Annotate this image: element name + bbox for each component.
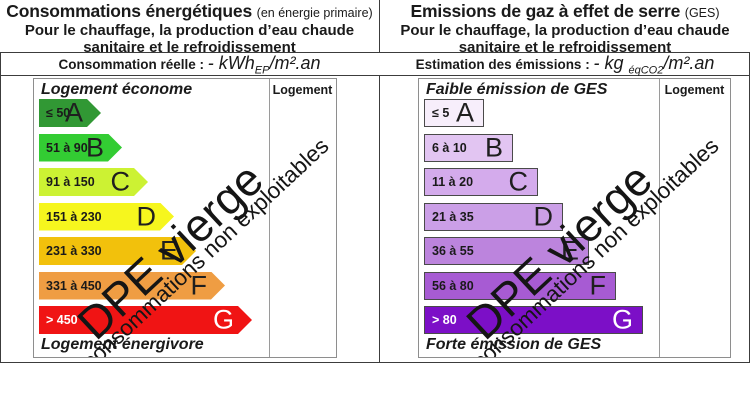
bar-class-letter: A [64, 97, 83, 128]
bar-range-label: 21 à 35 [432, 209, 474, 224]
bar-row-c: 11 à 20 C [424, 168, 643, 196]
bar-class-letter: E [560, 235, 579, 266]
scale-bar-f: 331 à 450 F [39, 272, 225, 300]
bar-class-letter: G [212, 304, 234, 335]
bar-class-letter: D [533, 201, 554, 231]
bar-range-label: 56 à 80 [432, 278, 474, 293]
energy-subtitle: Pour le chauffage, la production d’eau c… [24, 22, 355, 56]
energy-title-block: Consommations énergétiques (en énergie p… [0, 0, 379, 56]
ges-measure-row: Estimation des émissions : - kg éqCO2/m²… [380, 52, 750, 77]
energy-logement-column-divider [269, 79, 270, 357]
bar-row-d: 21 à 35 D [424, 201, 643, 231]
bar-range-label: 331 à 450 [46, 278, 102, 293]
scale-bar-e: 231 à 330 E [39, 237, 196, 265]
bar-range-label: > 80 [432, 313, 457, 327]
scale-bar-b: 51 à 90 B [39, 134, 122, 162]
energy-logement-column-header: Logement [272, 83, 333, 97]
bar-class-letter: B [484, 132, 503, 162]
bar-class-letter: F [589, 270, 607, 300]
bar-row-a: ≤ 5 A [424, 99, 643, 127]
ges-logement-column-divider [659, 79, 660, 357]
bar-class-letter: D [136, 201, 156, 231]
bar-class-letter: B [85, 132, 104, 162]
bar-row-e: 231 à 330 E [39, 237, 252, 265]
bar-class-letter: F [190, 270, 207, 300]
bar-class-letter: C [110, 166, 130, 197]
bar-range-label: 91 à 150 [46, 175, 95, 189]
energy-title: Consommations énergétiques (en énergie p… [0, 1, 379, 22]
bar-class-letter: C [508, 166, 529, 197]
scale-bar-c: 11 à 20 C [424, 168, 538, 196]
scale-bar-g: > 80 G [424, 306, 643, 334]
scale-bar-g: > 450 G [39, 306, 252, 334]
bar-range-label: 36 à 55 [432, 244, 474, 258]
bar-row-g: > 80 G [424, 306, 643, 334]
ges-title: Emissions de gaz à effet de serre (GES) [380, 1, 750, 22]
energy-title-suffix: (en énergie primaire) [256, 6, 373, 20]
energy-scale-box: Logement économe Logement ≤ 50 A 51 à 90 B 9… [33, 78, 337, 358]
scale-bar-d: 21 à 35 D [424, 201, 563, 231]
energy-bars: ≤ 50 A 51 à 90 B 91 à 150 C 151 à 230 D 231 à 33… [39, 99, 252, 341]
bar-range-label: > 450 [46, 313, 78, 327]
ges-logement-column-header: Logement [664, 83, 725, 97]
left-border [0, 52, 1, 362]
bar-row-c: 91 à 150 C [39, 168, 252, 196]
ges-scale-top-label: Faible émission de GES [426, 81, 608, 98]
scale-bar-f: 56 à 80 F [424, 270, 616, 300]
ges-subtitle: Pour le chauffage, la production d’eau c… [400, 22, 730, 56]
ges-title-suffix: (GES) [684, 6, 720, 20]
bar-row-b: 51 à 90 B [39, 134, 252, 162]
rule-under-titles [0, 52, 750, 53]
bar-row-d: 151 à 230 D [39, 203, 252, 231]
bar-row-a: ≤ 50 A [39, 99, 252, 127]
ges-scale-bottom-label: Forte émission de GES [426, 336, 602, 353]
bar-range-label: 6 à 10 [432, 140, 467, 155]
ges-measure-value: - kg éqCO2/m².an [593, 53, 715, 77]
bar-range-label: ≤ 5 [432, 106, 450, 120]
ges-bars: ≤ 5 A 6 à 10 B 11 à 20 C 21 à 35 D 36 à 55 E 56 à … [424, 99, 643, 341]
bar-range-label: ≤ 50 [46, 106, 71, 120]
bar-range-label: 51 à 90 [46, 140, 88, 155]
energy-measure-label: Consommation réelle : [58, 57, 208, 72]
bar-row-f: 56 à 80 F [424, 270, 643, 300]
rule-under-measures [0, 75, 750, 76]
energy-measure-row: Consommation réelle : - kWhEP/m².an [0, 52, 379, 77]
scale-bar-a: ≤ 50 A [39, 99, 101, 127]
bar-range-label: 11 à 20 [432, 175, 474, 189]
ges-title-block: Emissions de gaz à effet de serre (GES) … [380, 0, 750, 56]
scale-bar-e: 36 à 55 E [424, 237, 589, 265]
scale-bar-a: ≤ 5 A [424, 99, 484, 127]
scale-bar-d: 151 à 230 D [39, 203, 174, 231]
energy-title-text: Consommations énergétiques [6, 1, 252, 21]
bar-row-f: 331 à 450 F [39, 272, 252, 300]
energy-scale-top-label: Logement économe [41, 81, 193, 98]
rule-bottom [0, 362, 750, 363]
bar-row-e: 36 à 55 E [424, 237, 643, 265]
scale-bar-b: 6 à 10 B [424, 132, 513, 162]
energy-measure-value: - kWhEP/m².an [207, 53, 321, 77]
bar-class-letter: G [611, 304, 633, 335]
bar-class-letter: A [455, 97, 474, 128]
bar-range-label: 151 à 230 [46, 209, 102, 224]
center-divider [379, 75, 380, 362]
bar-class-letter: E [159, 235, 178, 266]
bar-row-g: > 450 G [39, 306, 252, 334]
ges-scale-box: Faible émission de GES Logement ≤ 5 A 6 à … [418, 78, 731, 358]
scale-bar-c: 91 à 150 C [39, 168, 148, 196]
ges-title-text: Emissions de gaz à effet de serre [410, 1, 681, 21]
bar-row-b: 6 à 10 B [424, 132, 643, 162]
bar-range-label: 231 à 330 [46, 244, 102, 258]
center-divider-top [379, 0, 380, 52]
energy-scale-bottom-label: Logement énergivore [41, 336, 204, 353]
ges-measure-label: Estimation des émissions : [415, 57, 594, 72]
